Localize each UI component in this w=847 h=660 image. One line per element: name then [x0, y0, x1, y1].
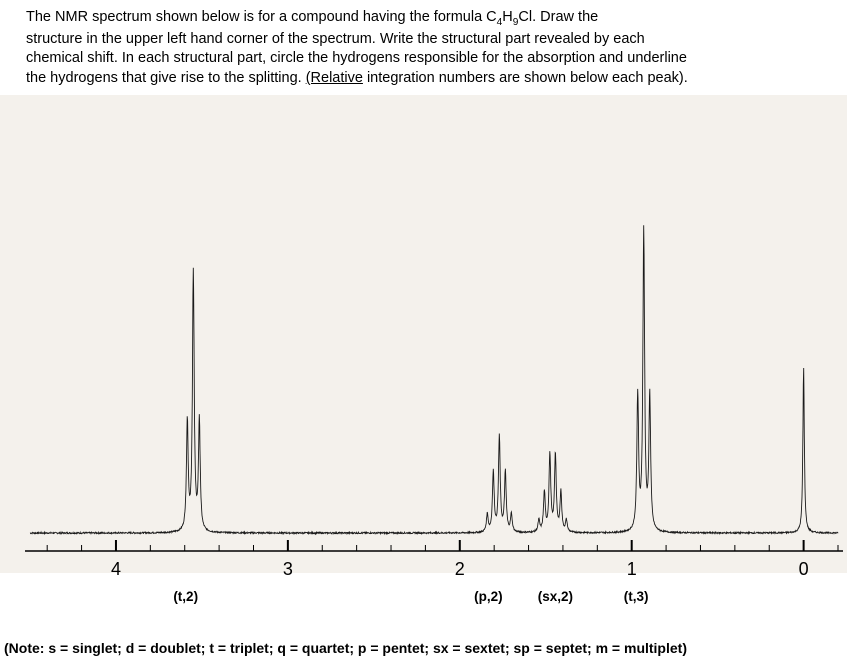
integration-label: (t,2) [173, 589, 198, 604]
q-line4-u: (Relative [306, 70, 363, 86]
q-line4-b: integration numbers are shown below each… [363, 70, 688, 86]
q-line2: structure in the upper left hand corner … [26, 31, 645, 47]
spectrum-svg: 4 3 2 1 0 [0, 95, 847, 615]
svg-text:2: 2 [455, 559, 465, 579]
svg-text:3: 3 [283, 559, 293, 579]
svg-text:1: 1 [627, 559, 637, 579]
q-line1-c: Cl. Draw the [518, 9, 598, 25]
q-line1-a: The NMR spectrum shown below is for a co… [26, 9, 497, 25]
q-line1-b: H [502, 9, 512, 25]
q-line3: chemical shift. In each structural part,… [26, 50, 687, 66]
integration-label: (p,2) [474, 589, 503, 604]
svg-text:0: 0 [799, 559, 809, 579]
q-line4-a: the hydrogens that give rise to the spli… [26, 70, 306, 86]
multiplicity-note: (Note: s = singlet; d = doublet; t = tri… [4, 640, 687, 656]
integration-label: (sx,2) [538, 589, 573, 604]
integration-label: (t,3) [624, 589, 649, 604]
svg-text:4: 4 [111, 559, 121, 579]
nmr-spectrum: 4 3 2 1 0 (t,2) (p,2) (sx,2) (t,3) [0, 95, 847, 615]
question-text: The NMR spectrum shown below is for a co… [0, 0, 847, 94]
